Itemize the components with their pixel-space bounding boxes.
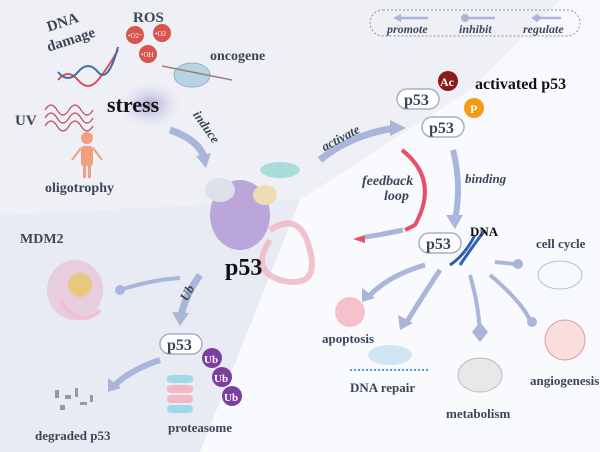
acetyl-label: Ac [440,75,455,89]
p53-acetylated-label: p53 [404,92,429,109]
phospho-label: P [470,102,477,116]
ros-molecules: •O2⁻ •O2 •OH [126,24,171,63]
apoptosis-icon [335,297,365,327]
ub-arrow-label: Ub [176,282,197,304]
ros-hydroxyl: •OH [141,51,154,59]
p53-ub-label: p53 [167,337,192,354]
p53-center-label: p53 [225,255,262,281]
p53-phosphorylated-label: p53 [429,120,454,137]
cell-cycle-icon [537,260,583,290]
activate-arrow [317,124,396,163]
feedback-label-1: feedback [362,174,413,189]
oligotrophy-label: oligotrophy [45,181,114,196]
acetyl-badge [438,71,458,91]
legend-inhibit: inhibit [459,22,492,36]
dna-helix-icon [57,46,119,87]
legend: promote inhibit regulate [369,9,581,37]
person-icon [71,132,103,178]
p53-ub-pill [159,333,203,355]
proteasome-icon [167,375,193,413]
feedback-label-2: loop [384,189,409,204]
binding-label: binding [465,171,507,186]
apoptosis-label: apoptosis [322,331,374,346]
stress-label: stress [107,92,160,117]
angiogenesis-icon [544,319,586,361]
metabolism-label: metabolism [446,406,510,421]
regulate-icon [532,14,542,22]
ros-label: ROS [133,10,164,26]
uv-wave-icon [44,104,94,132]
cell-cycle-label: cell cycle [536,236,586,251]
degraded-fragments-icon [55,388,93,410]
mdm2-structure [47,260,103,320]
ribosome-icon [161,62,233,88]
degraded-p53-label: degraded p53 [35,428,111,443]
ubiquitin-chain: Ub Ub Ub [202,348,242,406]
dna-repair-icon [368,345,412,365]
phospho-badge [464,98,484,118]
ros-superoxide: •O2⁻ [128,32,143,40]
mdm2-label: MDM2 [20,232,64,247]
activated-p53-label: activated p53 [475,76,566,93]
feedback-loop-arrow [400,148,427,232]
legend-regulate: regulate [523,22,564,36]
p53-acetylated-pill [396,88,440,110]
p53-protein-structure [205,162,315,285]
dna-icon [449,229,487,267]
ub-2: Ub [214,373,228,385]
stress-glow [112,77,188,133]
oncogene-label: oncogene [210,49,265,64]
ub-1: Ub [204,354,218,366]
dna-repair-label: DNA repair [350,380,415,395]
binding-arrow [450,149,462,221]
angiogenesis-label: angiogenesis [530,373,599,388]
p53-dna-label: p53 [426,236,451,253]
ub-3: Ub [224,392,238,404]
mitochondria-icon [457,357,503,393]
legend-promote: promote [386,22,428,36]
dna-label: DNA [470,224,499,239]
uv-label: UV [15,113,37,129]
ros-oxygen: •O2 [155,30,167,38]
response-panel [200,20,600,452]
p53-phosphorylated-pill [421,116,465,138]
p53-dna-pill [418,232,462,254]
proteasome-label: proteasome [168,420,232,435]
